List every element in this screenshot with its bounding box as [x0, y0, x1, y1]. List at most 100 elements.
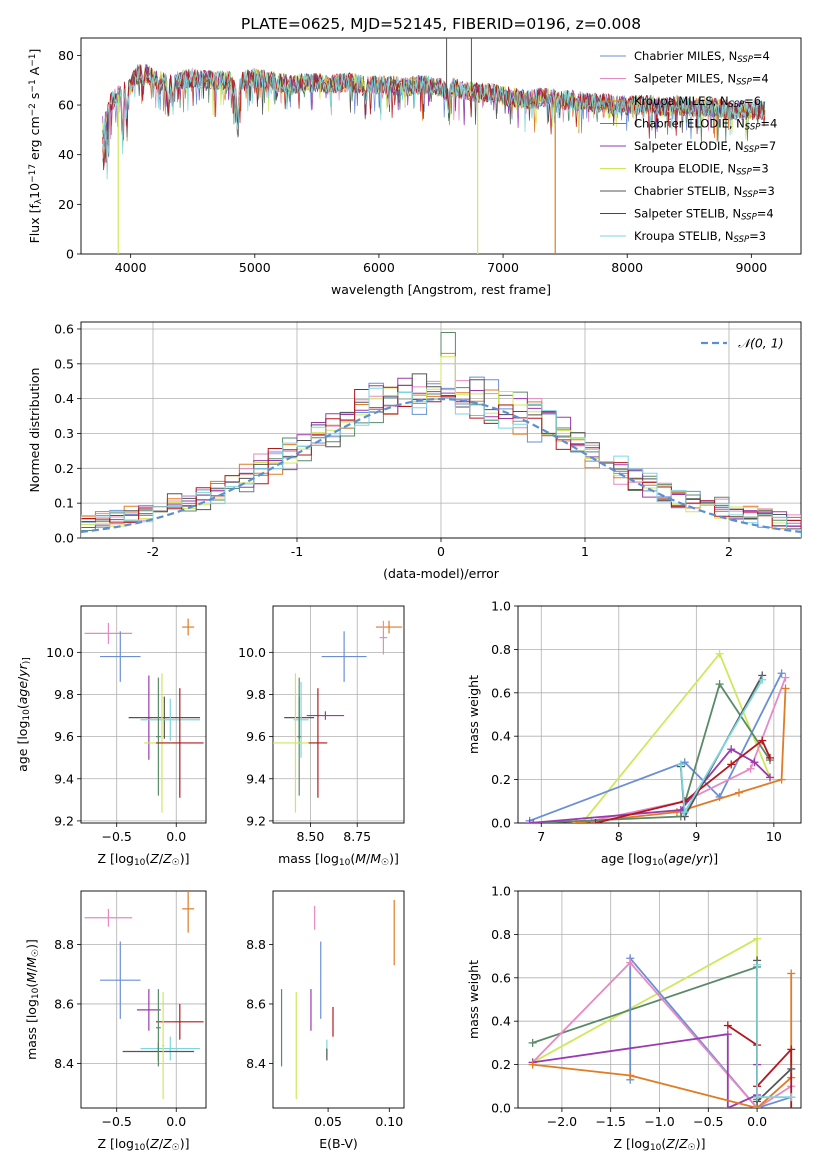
y-tick-label: 0.2: [491, 1057, 511, 1072]
x-axis-label-part: /: [675, 1136, 680, 1151]
x-axis-label-part: mass [log: [278, 851, 339, 866]
y-axis-label: mass weight: [466, 675, 481, 754]
histogram-bars: [81, 332, 801, 538]
y-axis-label-text-part: λ: [34, 198, 44, 204]
x-axis-label-part: Z [log: [97, 851, 133, 866]
x-tick-label: 8.50: [297, 829, 325, 844]
y-axis-label: mass [log10(M/M☉)]: [24, 939, 41, 1060]
y-tick-label: 80: [58, 48, 74, 63]
weight-line: [591, 677, 787, 822]
x-tick-label: 8.75: [343, 829, 371, 844]
axes-age_vs_mass: 8.50 8.75 9.2 9.4 9.6 9.8 10.0: [238, 606, 404, 844]
legend-label-sub: SSP: [737, 55, 753, 65]
weight-lines: [525, 649, 790, 823]
errorbars: [84, 618, 204, 813]
x-tick-label: −0.5: [102, 1114, 132, 1129]
residuals-legend: 𝒩(0, 1): [701, 336, 784, 351]
y-tick-label: 0.2: [491, 772, 511, 787]
y-tick-label: 9.6: [246, 729, 266, 744]
y-tick-label: 60: [58, 98, 74, 113]
y-tick-label: 8.4: [54, 1056, 74, 1071]
normal-curve: [81, 397, 801, 533]
errorbar-point: [156, 1003, 204, 1040]
x-tick-label: -1: [291, 544, 303, 559]
x-axis-label: Z [log10(Z/Z☉)]: [613, 1136, 705, 1153]
x-axis-label-part: (: [663, 851, 668, 866]
legend-label-sub: SSP: [736, 168, 752, 178]
x-tick-label: 4000: [115, 260, 147, 275]
spectrum-lines: [102, 38, 766, 254]
y-axis-label-text-part: /: [24, 967, 39, 972]
legend-label-n: =6: [744, 94, 761, 108]
y-tick-label: 8.8: [246, 937, 266, 952]
legend-label: Kroupa MILES, NSSP=6: [634, 94, 761, 110]
weight-marker: [626, 958, 635, 967]
x-tick-label: 8000: [611, 260, 643, 275]
legend-label-text: Chabrier MILES, N: [634, 49, 737, 63]
x-axis-label-part: /: [366, 851, 371, 866]
plot-frame: [80, 37, 802, 255]
weight-marker: [787, 1104, 796, 1108]
x-axis-label-part: (: [145, 851, 150, 866]
weight-marker: [528, 1038, 537, 1047]
errorbar-point: [306, 711, 345, 720]
y-tick-label: 0.0: [491, 816, 511, 831]
errorbar-point: [321, 631, 367, 682]
legend-label-sub: SSP: [736, 78, 752, 88]
y-tick-label: 0.3: [54, 426, 74, 441]
errorbar-point: [182, 891, 195, 933]
y-tick-label: 0.6: [54, 321, 74, 336]
x-axis-label-part: /: [692, 851, 697, 866]
legend-label: Salpeter ELODIE, NSSP=7: [634, 139, 776, 155]
weight-marker: [723, 1104, 732, 1108]
x-axis-label-part: Z: [162, 851, 172, 866]
axes-residuals: -2 -1 0 1 2 0.0 0.1 0.2 0.3 0.4 0.5 0.6: [54, 321, 801, 559]
x-tick-label: 8: [615, 829, 623, 844]
weight-line: [629, 955, 792, 1108]
y-tick-label: 0.4: [54, 391, 74, 406]
weight-series: [676, 675, 767, 817]
x-axis-label-part: Z: [149, 851, 159, 866]
x-axis-label-part: Z [log: [613, 1136, 649, 1151]
plot-frame: [80, 890, 207, 1109]
y-tick-label: 9.8: [54, 687, 74, 702]
errorbar-point: [156, 677, 161, 796]
x-axis-label: wavelength [Angstrom, rest frame]: [331, 282, 551, 297]
weight-line: [529, 748, 771, 823]
weight-marker: [753, 960, 762, 969]
legend-label-text: Chabrier ELODIE, N: [634, 117, 745, 131]
y-axis-label: age [log10(age/yr)]: [15, 657, 32, 772]
x-tick-label: 9: [692, 829, 700, 844]
x-tick-label: 7: [537, 829, 545, 844]
x-axis-label-part: )]: [180, 1136, 190, 1151]
y-axis-label-text-part: s: [27, 93, 42, 104]
weight-line: [583, 651, 771, 822]
y-axis-label-text: Flux [fλ10−17 erg cm−2 s−1 A−1]: [27, 49, 44, 244]
x-axis-label-part: ☉: [688, 1143, 696, 1153]
x-axis-label: Z [log10(Z/Z☉)]: [97, 1136, 189, 1153]
y-axis-label-text-part: A: [27, 66, 42, 79]
weight-marker: [727, 745, 736, 754]
plot-frame: [272, 890, 405, 1109]
weight-line: [532, 937, 758, 1106]
x-tick-label: −2.0: [547, 1114, 577, 1129]
weight-marker: [676, 760, 685, 769]
y-axis-label-text-part: )]: [22, 657, 32, 664]
y-tick-label: 9.4: [54, 771, 74, 786]
y-axis-label-text-part: ☉: [31, 949, 41, 957]
weight-marker: [626, 1071, 635, 1080]
y-tick-label: 9.8: [246, 687, 266, 702]
legend-label-text: Kroupa ELODIE, N: [634, 162, 736, 176]
y-axis-label-text-part: −1: [28, 79, 38, 92]
y-axis-label-text: mass [log10(M/M☉)]: [24, 939, 41, 1060]
errorbar-point: [136, 989, 161, 1031]
x-axis-label-part: Z: [678, 1136, 688, 1151]
plot-frame: [517, 605, 802, 824]
weight-series: [528, 962, 762, 1104]
y-axis-label-text-part: erg cm: [27, 116, 42, 164]
x-tick-label: 9000: [735, 260, 767, 275]
y-axis-label-text-part: age: [15, 681, 30, 705]
legend-label-text: Chabrier STELIB, N: [634, 184, 742, 198]
